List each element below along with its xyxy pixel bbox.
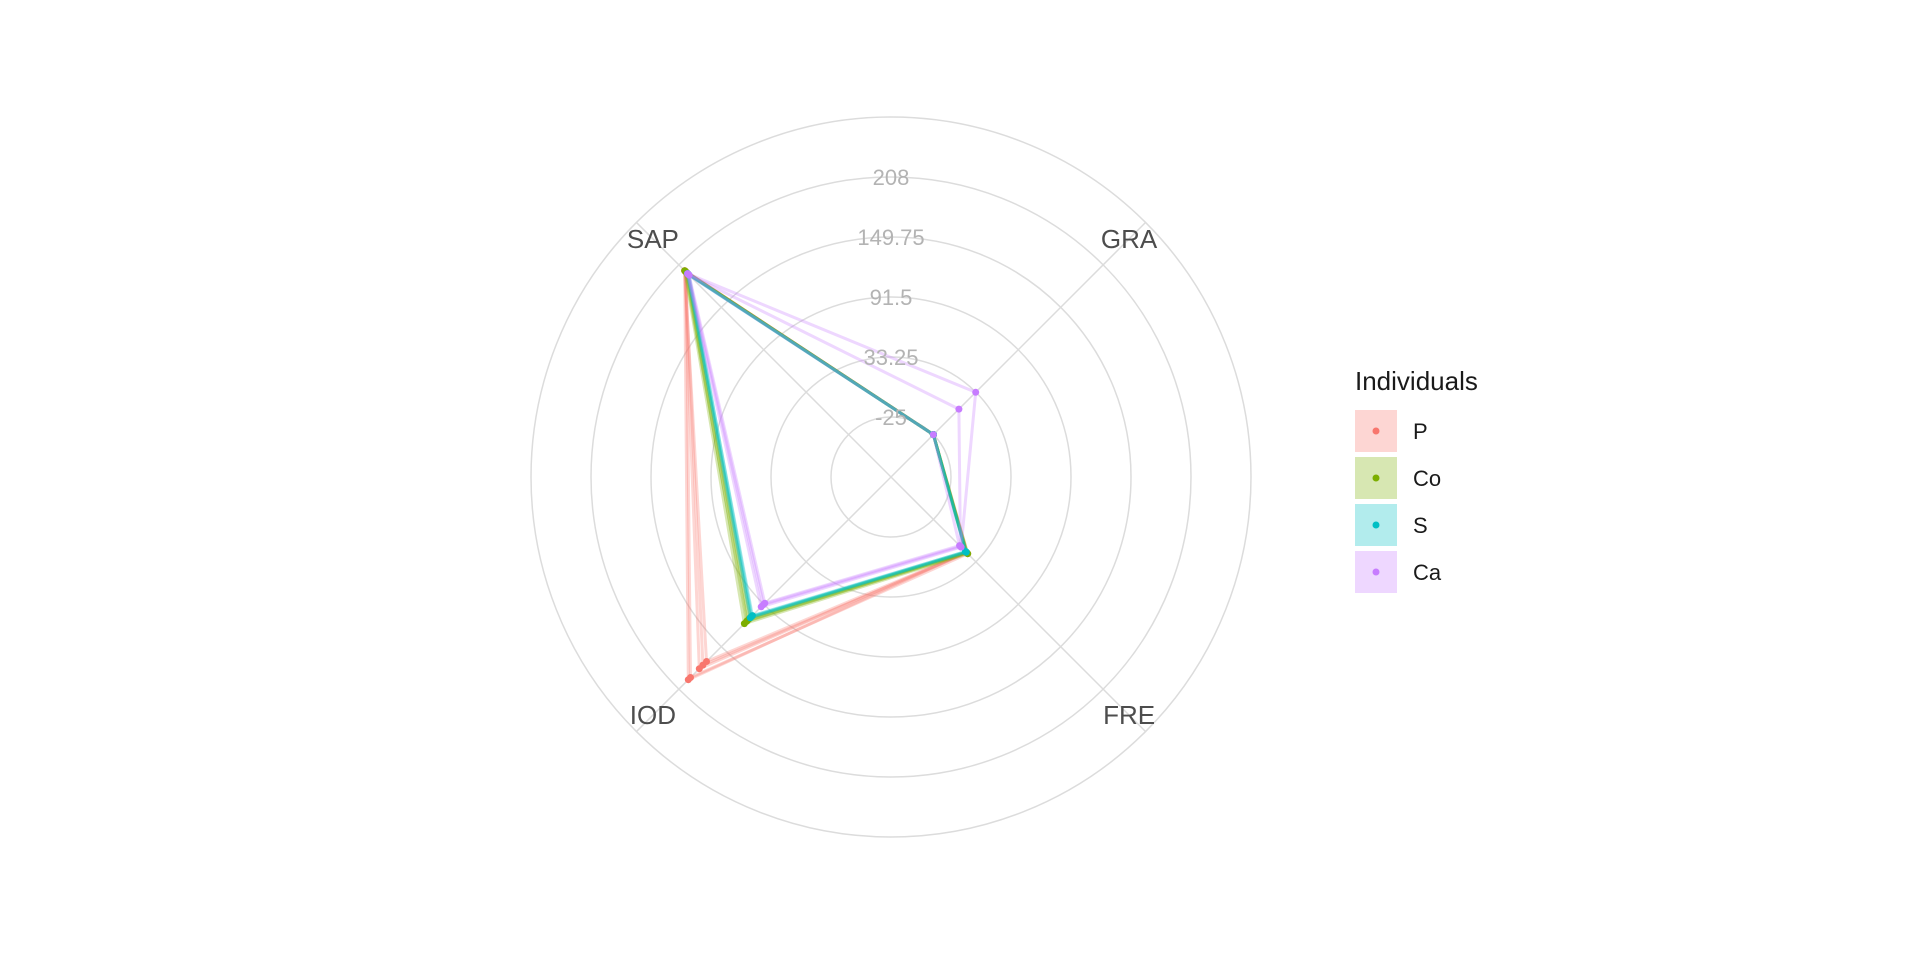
legend: Individuals P Co S Ca (1355, 366, 1478, 593)
legend-item-co: Co (1355, 457, 1441, 499)
radar-series (681, 267, 980, 684)
data-point (761, 599, 769, 607)
series-line (684, 270, 970, 679)
legend-items: P Co S Ca (1355, 410, 1442, 593)
axis-spoke (890, 221, 1147, 478)
data-point (929, 431, 937, 439)
legend-item-s: S (1355, 504, 1428, 546)
radial-tick-label: 91.5 (870, 285, 913, 310)
axis-label-fre: FRE (1103, 700, 1155, 730)
data-point (962, 548, 969, 555)
series-line (686, 272, 978, 609)
series-ca (684, 270, 980, 611)
axis-spoke (635, 221, 892, 478)
legend-marker (1372, 474, 1380, 482)
legend-label: P (1413, 419, 1428, 444)
legend-label: S (1413, 513, 1428, 538)
radial-tick-label: -25 (875, 405, 907, 430)
grid-circle (590, 176, 1192, 778)
radial-tick-labels: -25 33.25 91.5 149.75 208 (857, 165, 924, 430)
legend-item-p: P (1355, 410, 1428, 452)
legend-marker (1372, 427, 1380, 435)
axis-label-gra: GRA (1101, 224, 1158, 254)
data-point (703, 658, 710, 665)
grid-circle (530, 116, 1252, 838)
axis-label-sap: SAP (627, 224, 679, 254)
axis-spoke (890, 476, 1147, 733)
data-point (955, 405, 963, 413)
data-point (972, 388, 980, 396)
series-s (684, 270, 970, 622)
series-line (687, 273, 962, 605)
legend-title: Individuals (1355, 366, 1478, 396)
grid-circle (770, 356, 1012, 598)
radar-grid (530, 116, 1252, 838)
axis-label-iod: IOD (630, 700, 676, 730)
legend-item-ca: Ca (1355, 551, 1442, 593)
legend-label: Ca (1413, 560, 1442, 585)
grid-circle (650, 236, 1132, 718)
axis-labels: SAP GRA FRE IOD (627, 224, 1158, 730)
radial-tick-label: 33.25 (863, 345, 918, 370)
data-point (747, 613, 755, 621)
data-point (687, 674, 694, 681)
radial-tick-label: 149.75 (857, 225, 924, 250)
data-point (685, 271, 693, 279)
grid-circle (830, 416, 952, 538)
grid-circle (710, 296, 1072, 658)
legend-marker (1372, 568, 1380, 576)
legend-label: Co (1413, 466, 1441, 491)
radial-tick-label: 208 (873, 165, 910, 190)
data-point (956, 542, 964, 550)
legend-marker (1372, 521, 1380, 529)
